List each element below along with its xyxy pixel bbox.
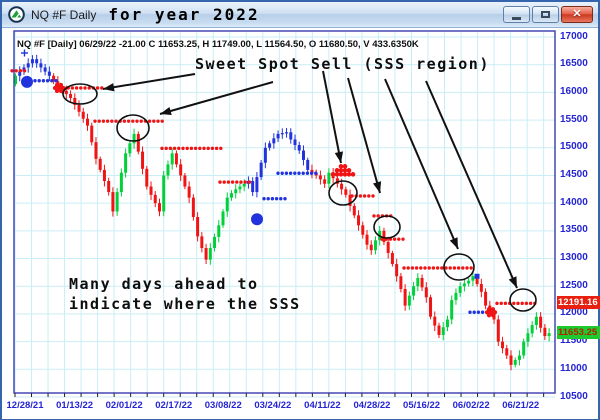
window-titlebar[interactable]: NQ #F Daily for year 2022 ✕ bbox=[2, 2, 598, 28]
price-axis-label: 11000 bbox=[560, 362, 588, 374]
window-title: NQ #F Daily bbox=[31, 7, 97, 22]
window-title-year: for year 2022 bbox=[108, 5, 260, 24]
price-axis-label: 14000 bbox=[560, 196, 588, 208]
candlesticks bbox=[14, 54, 551, 371]
price-axis-label: 14500 bbox=[560, 168, 588, 180]
last-price-value: 11653.25 bbox=[558, 327, 598, 339]
date-axis-label: 01/13/22 bbox=[56, 400, 94, 411]
plot-canvas[interactable] bbox=[2, 28, 598, 419]
close-button[interactable]: ✕ bbox=[561, 6, 593, 23]
highlight-ellipses bbox=[62, 83, 537, 312]
price-axis-label: 13000 bbox=[560, 252, 588, 264]
sss-sell-lines bbox=[10, 69, 537, 306]
restore-icon bbox=[541, 11, 550, 18]
trend-dots bbox=[21, 75, 480, 279]
alert-price-tag: 12191.16 bbox=[557, 296, 600, 310]
price-axis-label: 16500 bbox=[560, 58, 588, 70]
price-axis-label: 12500 bbox=[560, 279, 588, 291]
date-axis-label: 12/28/21 bbox=[6, 400, 44, 411]
date-axis-label: 05/16/22 bbox=[403, 400, 441, 411]
date-tick-marks bbox=[14, 393, 545, 397]
annotation-arrows bbox=[102, 70, 518, 289]
date-axis-label: 06/21/22 bbox=[502, 400, 540, 411]
quote-info-line: NQ #F [Daily] 06/29/22 -21.00 C 11653.25… bbox=[17, 39, 419, 50]
date-axis-label: 03/24/22 bbox=[254, 400, 292, 411]
price-axis-label: 12000 bbox=[560, 307, 588, 319]
restore-button[interactable] bbox=[532, 6, 559, 23]
price-axis-label: 16000 bbox=[560, 85, 588, 97]
cursor-marker bbox=[21, 49, 28, 57]
close-icon: ✕ bbox=[572, 8, 582, 20]
last-price-tag: 11653.25 bbox=[557, 326, 600, 340]
annotation-sss-title: Sweet Spot Sell (SSS region) bbox=[195, 55, 490, 73]
grid-lines bbox=[14, 31, 555, 398]
alert-price-value: 12191.16 bbox=[558, 297, 598, 309]
price-axis-label: 17000 bbox=[560, 30, 588, 42]
price-axis-label: 11500 bbox=[560, 335, 588, 347]
date-axis-label: 03/08/22 bbox=[204, 400, 242, 411]
price-axis-label: 15500 bbox=[560, 113, 588, 125]
sell-signal-blobs bbox=[52, 82, 498, 318]
chart-panel: NQ #F [Daily] 06/29/22 -21.00 C 11653.25… bbox=[2, 28, 600, 419]
app-icon bbox=[8, 6, 25, 23]
minimize-button[interactable] bbox=[503, 6, 530, 23]
annotation-note-line2: indicate where the SSS bbox=[69, 295, 301, 313]
price-axis-label: 15000 bbox=[560, 141, 588, 153]
plot-border bbox=[13, 30, 556, 394]
date-axis-label: 04/11/22 bbox=[304, 400, 341, 411]
price-axis-label: 13500 bbox=[560, 224, 588, 236]
date-axis-label: 02/01/22 bbox=[105, 400, 143, 411]
date-axis-label: 04/28/22 bbox=[353, 400, 391, 411]
minimize-icon bbox=[512, 16, 521, 20]
annotation-note-line1: Many days ahead to bbox=[69, 275, 259, 293]
date-axis-label: 02/17/22 bbox=[155, 400, 193, 411]
price-axis-label: 10500 bbox=[560, 390, 588, 402]
date-axis-label: 06/02/22 bbox=[452, 400, 490, 411]
window-controls: ✕ bbox=[503, 6, 594, 23]
annotation-note: Many days ahead to indicate where the SS… bbox=[69, 274, 301, 314]
